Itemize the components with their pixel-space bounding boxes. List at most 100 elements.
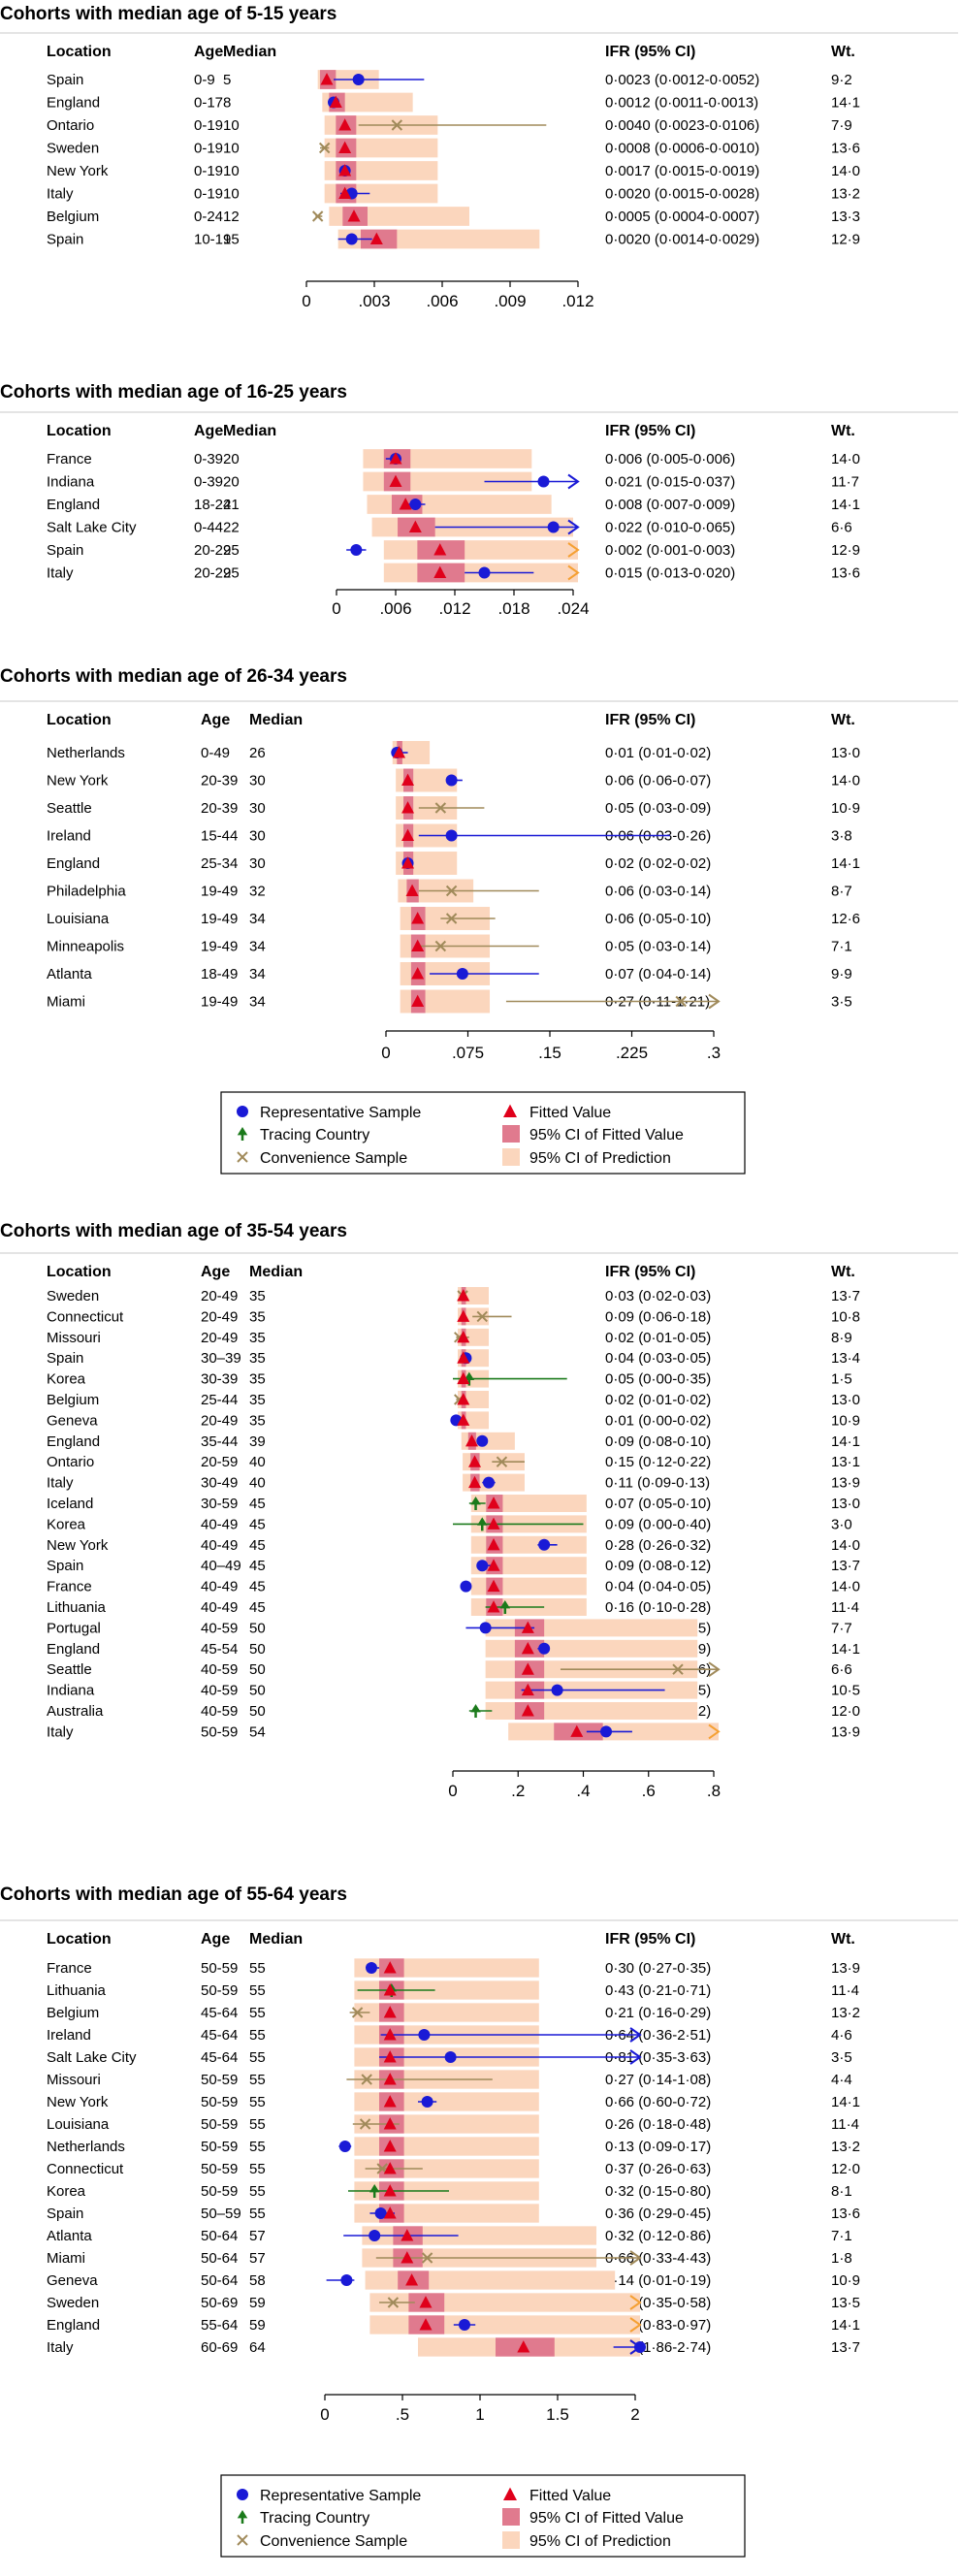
panel-1: Cohorts with median age of 5-15 years Loc… (0, 4, 958, 310)
fitted-value-marker (521, 1683, 534, 1696)
legend-tracing-label: Tracing Country (260, 1127, 369, 1143)
row-age: 50-59 (201, 1960, 238, 1977)
row-location: Spain (47, 72, 83, 88)
row-median: 55 (249, 2072, 266, 2088)
row-median: 40 (249, 1475, 266, 1492)
header-age: Age (201, 1931, 230, 1948)
fitted-value-marker (393, 746, 406, 758)
row-age: 40-49 (201, 1537, 238, 1554)
row-weight: 14·0 (831, 1579, 860, 1595)
data-row: France 40-49 45 0·04 (0·04-0·05) 14·0 (47, 1577, 860, 1595)
fitted-value-marker (465, 1433, 479, 1447)
row-weight: 10·9 (831, 1412, 860, 1429)
fitted-value-marker (405, 2273, 419, 2286)
row-age: 18-49 (201, 966, 238, 982)
x-tick-label: .006 (379, 599, 411, 618)
data-row: England 35-44 39 0·09 (0·08-0·10) 14·1 (47, 1432, 860, 1450)
fitted-value-marker (401, 801, 415, 814)
fitted-value-marker (338, 141, 352, 154)
row-age: 19-49 (201, 884, 238, 900)
row-age: 20-29 (194, 565, 231, 582)
row-location: Miami (47, 994, 85, 1011)
row-weight: 8·7 (831, 884, 852, 900)
data-row: Ireland 15-44 30 0·06 (0·03-0·26) 3·8 (47, 823, 852, 848)
fitted-value-marker (383, 2162, 397, 2174)
fitted-value-marker (457, 1351, 470, 1364)
row-median: 55 (249, 2206, 266, 2222)
representative-sample-point (459, 2319, 470, 2331)
row-median: 55 (249, 2094, 266, 2110)
convenience-sample-point (421, 2252, 433, 2264)
data-row: Lithuania 50-59 55 0·43 (0·21-0·71) 11·4 (47, 1980, 859, 2000)
row-weight: 9·2 (831, 72, 852, 88)
row-weight: 13·6 (831, 565, 860, 582)
row-age: 50-59 (201, 2072, 238, 2088)
fitted-value-marker (405, 884, 419, 897)
row-location: Australia (47, 1703, 104, 1720)
row-ifr: 0·09 (0·08-0·10) (605, 1433, 711, 1450)
fitted-value-marker (457, 1371, 470, 1385)
row-location: Korea (47, 1371, 86, 1388)
row-location: Indiana (47, 1683, 95, 1699)
row-weight: 8·9 (831, 1330, 852, 1346)
legend-fitted-icon (503, 2487, 517, 2500)
x-tick-label: 1 (475, 2405, 484, 2424)
row-median: 34 (249, 966, 266, 982)
fitted-value-marker (457, 1289, 470, 1302)
row-weight: 12·0 (831, 1703, 860, 1720)
data-row: Geneva 50-64 58 0·14 (0·01-0·19) 10·9 (47, 2270, 860, 2290)
legend-lower: Representative Sample Fitted Value Tracing… (220, 2474, 746, 2558)
row-age: 40-49 (201, 1516, 238, 1532)
row-median: 57 (249, 2250, 266, 2267)
row-ifr: 0·66 (0·33-4·43) (605, 2250, 711, 2267)
panel-2: Cohorts with median age of 16-25 years Lo… (0, 382, 958, 618)
row-location: Missouri (47, 1330, 101, 1346)
row-age: 0-49 (201, 745, 230, 761)
row-location: Connecticut (47, 1308, 124, 1325)
row-age: 40-49 (201, 1579, 238, 1595)
representative-sample-point (340, 2274, 353, 2286)
fitted-value-marker (383, 2028, 397, 2041)
convenience-sample-point (361, 2074, 372, 2085)
row-weight: 13·1 (831, 1454, 860, 1470)
data-row: Salt Lake City 0-44 22 0·022 (0·010-0·065) 6… (47, 517, 852, 537)
row-age: 50-59 (201, 2161, 238, 2177)
ci-overflow-arrow (708, 993, 721, 1010)
fitted-value-marker (457, 1393, 470, 1405)
header-median: Median (249, 1264, 303, 1280)
data-row: Korea 30-39 35 0·05 (0·00-0·35) 1·5 (47, 1369, 852, 1388)
row-ifr: 0·04 (0·04-0·05) (605, 1579, 711, 1595)
row-ifr: 0·81 (0·35-3·63) (605, 2049, 711, 2066)
row-weight: 11·4 (831, 1599, 859, 1616)
header-ifr: IFR (95% CI) (605, 423, 695, 439)
fitted-value-marker (389, 474, 402, 488)
representative-sample-point (476, 1434, 489, 1447)
row-ifr: 0·27 (0·14-1·08) (605, 2072, 711, 2088)
legend-tracing-label: Tracing Country (260, 2510, 369, 2527)
data-row: Louisiana 50-59 55 0·26 (0·18-0·48) 11·4 (47, 2114, 859, 2134)
row-median: 34 (249, 939, 266, 955)
row-age: 45-54 (201, 1641, 238, 1658)
row-location: Spain (47, 2206, 83, 2222)
row-location: Ireland (47, 828, 91, 845)
representative-sample-point (478, 566, 491, 579)
row-weight: 3·0 (831, 1516, 852, 1532)
convenience-sample-point (476, 1310, 488, 1323)
row-ifr: 0·11 (0·09-0·13) (605, 1475, 710, 1492)
row-weight: 11·4 (831, 1982, 859, 1999)
fitted-value-marker (401, 2229, 414, 2241)
row-weight: 13·5 (831, 2295, 860, 2311)
row-age: 50-59 (201, 2139, 238, 2155)
fitted-value-marker (383, 2006, 397, 2018)
data-row: Netherlands 50-59 55 0·13 (0·09-0·17) 13·2 (47, 2137, 860, 2156)
data-row: Italy 0-19 10 0·0020 (0·0015-0·0028) 13·2 (47, 183, 860, 204)
data-row: France 50-59 55 0·30 (0·27-0·35) 13·9 (47, 1958, 860, 1978)
convenience-sample-point (675, 995, 687, 1008)
row-median: 34 (249, 994, 266, 1011)
convenience-sample-point (672, 1663, 684, 1675)
row-median: 50 (249, 1620, 266, 1636)
row-age: 50-59 (201, 1982, 238, 1999)
fitted-value-marker (457, 1413, 470, 1426)
